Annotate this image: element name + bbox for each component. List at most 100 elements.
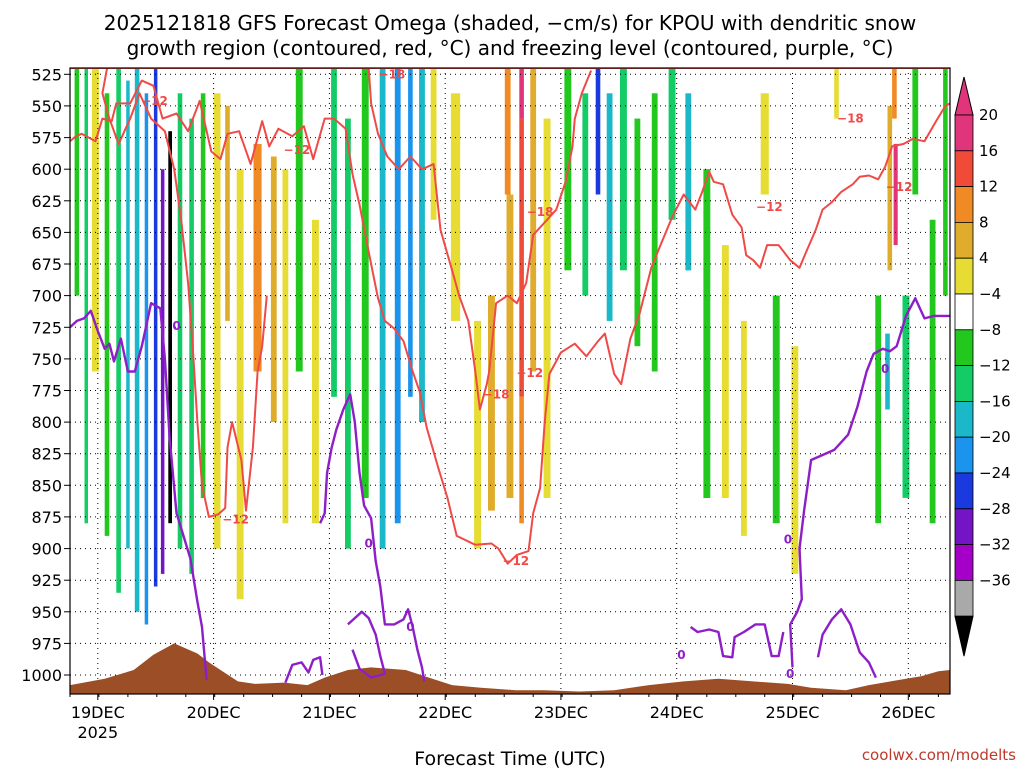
y-tick-label: 1000: [21, 666, 62, 685]
colorbar-swatch: [954, 365, 974, 402]
contour-label: 0: [784, 533, 792, 547]
y-tick-label: 600: [31, 160, 62, 179]
chart-title-line-1: 2025121818 GFS Forecast Omega (shaded, −…: [104, 11, 916, 35]
omega-cell: [519, 396, 524, 524]
omega-cell: [620, 68, 627, 271]
colorbar-bottom-arrow: [954, 615, 974, 657]
omega-cell: [312, 219, 319, 524]
y-tick-label: 850: [31, 476, 62, 495]
colorbar-label: −8: [979, 321, 1001, 339]
omega-cell: [430, 68, 437, 220]
freezing-level-segment: [319, 393, 426, 682]
omega-cell: [84, 68, 88, 524]
colorbar-swatch: [954, 114, 974, 152]
colorbar-label: −36: [979, 571, 1011, 589]
contour-label: 0: [786, 667, 794, 681]
x-tick-label: 26DEC: [881, 703, 935, 722]
colorbar-label: −24: [979, 464, 1011, 482]
colorbar-swatch: [954, 329, 974, 366]
freezing-level-segment: [284, 656, 324, 684]
x-tick-label: 21DEC: [302, 703, 356, 722]
y-tick-label: 750: [31, 350, 62, 369]
freezing-level-line: [70, 302, 208, 681]
colorbar-swatch: [954, 436, 974, 474]
omega-cell: [134, 68, 140, 612]
omega-cell: [160, 169, 165, 574]
freezing-level-segment: [347, 610, 387, 679]
x-tick-label: 19DEC: [71, 703, 125, 722]
y-tick-label: 975: [31, 634, 62, 653]
contour-lines: [70, 68, 950, 684]
omega-cell: [213, 93, 221, 549]
contour-dendritic-lower-boundary: [101, 68, 268, 518]
omega-cell: [606, 93, 613, 321]
omega-cell: [116, 68, 121, 593]
colorbar-label: −4: [979, 285, 1001, 303]
contour-label: −18: [379, 67, 406, 81]
y-tick-label: 725: [31, 318, 62, 337]
omega-cell: [772, 295, 780, 524]
omega-cell: [530, 68, 537, 372]
omega-cell: [345, 118, 351, 549]
omega-cell: [361, 68, 369, 498]
colorbar-top-arrow: [954, 76, 974, 116]
omega-cell: [595, 68, 601, 195]
omega-cell: [200, 93, 206, 499]
omega-cell: [144, 93, 149, 625]
colorbar-swatch: [954, 150, 974, 188]
omega-cell: [893, 143, 898, 246]
colorbar-swatch: [954, 508, 974, 545]
omega-cell: [92, 68, 99, 372]
freezing-level-segment: [789, 297, 950, 668]
gridlines: [70, 68, 950, 694]
omega-cell: [253, 143, 262, 372]
colorbar: 20 16 12 8 4 −4 −8 −12 −16 −20 −24 −28 −32 −36: [954, 76, 1011, 657]
colorbar-label: 16: [979, 142, 998, 160]
omega-cell: [236, 169, 244, 600]
omega-cell: [474, 320, 481, 549]
y-axis: 525 550 575 600 625 650 675 700 725 750 775 800 825 8…: [21, 65, 70, 685]
terrain-fill: [70, 643, 950, 694]
omega-cell: [331, 68, 337, 397]
omega-cell: [651, 93, 658, 372]
contour-label: −12: [284, 143, 311, 157]
y-tick-label: 900: [31, 540, 62, 559]
omega-cell: [419, 68, 425, 423]
omega-shading: [74, 68, 948, 625]
omega-cell: [504, 68, 511, 195]
y-tick-label: 950: [31, 603, 62, 622]
contour-label: −18: [837, 112, 864, 126]
omega-cell: [104, 93, 110, 536]
omega-cell: [394, 68, 401, 524]
freezing-level-segment: [689, 623, 785, 659]
omega-cell: [929, 219, 936, 524]
contour-label: −12: [516, 366, 543, 380]
contour-labels: −12 −12 −18 −18 −12 −18 −12 −12 −12 −18 −12 0 0 0 0 0 0 0: [141, 67, 913, 681]
chart-title-line-2: growth region (contoured, red, °C) and f…: [127, 36, 894, 60]
omega-cell: [912, 68, 919, 195]
y-tick-label: 625: [31, 192, 62, 211]
omega-cell: [450, 93, 461, 321]
contour-label: −12: [756, 200, 783, 214]
x-tick-label: 25DEC: [766, 703, 820, 722]
colorbar-label: −12: [979, 357, 1011, 375]
colorbar-swatch: [954, 257, 974, 295]
contour-label: −12: [141, 94, 168, 108]
omega-cell: [721, 245, 729, 498]
omega-cell: [582, 93, 589, 296]
omega-cell: [519, 68, 524, 119]
contour-label: −12: [886, 180, 913, 194]
contour-label: −12: [502, 554, 529, 568]
omega-cell: [668, 68, 676, 220]
y-tick-label: 800: [31, 413, 62, 432]
colorbar-swatch: [954, 221, 974, 259]
colorbar-swatch: [954, 580, 974, 617]
y-tick-label: 525: [31, 65, 62, 84]
y-tick-label: 775: [31, 382, 62, 401]
freezing-level-segment: [816, 608, 877, 679]
y-tick-label: 550: [31, 97, 62, 116]
omega-cell: [834, 68, 839, 119]
omega-cell: [634, 118, 641, 347]
terrain: [70, 643, 950, 694]
